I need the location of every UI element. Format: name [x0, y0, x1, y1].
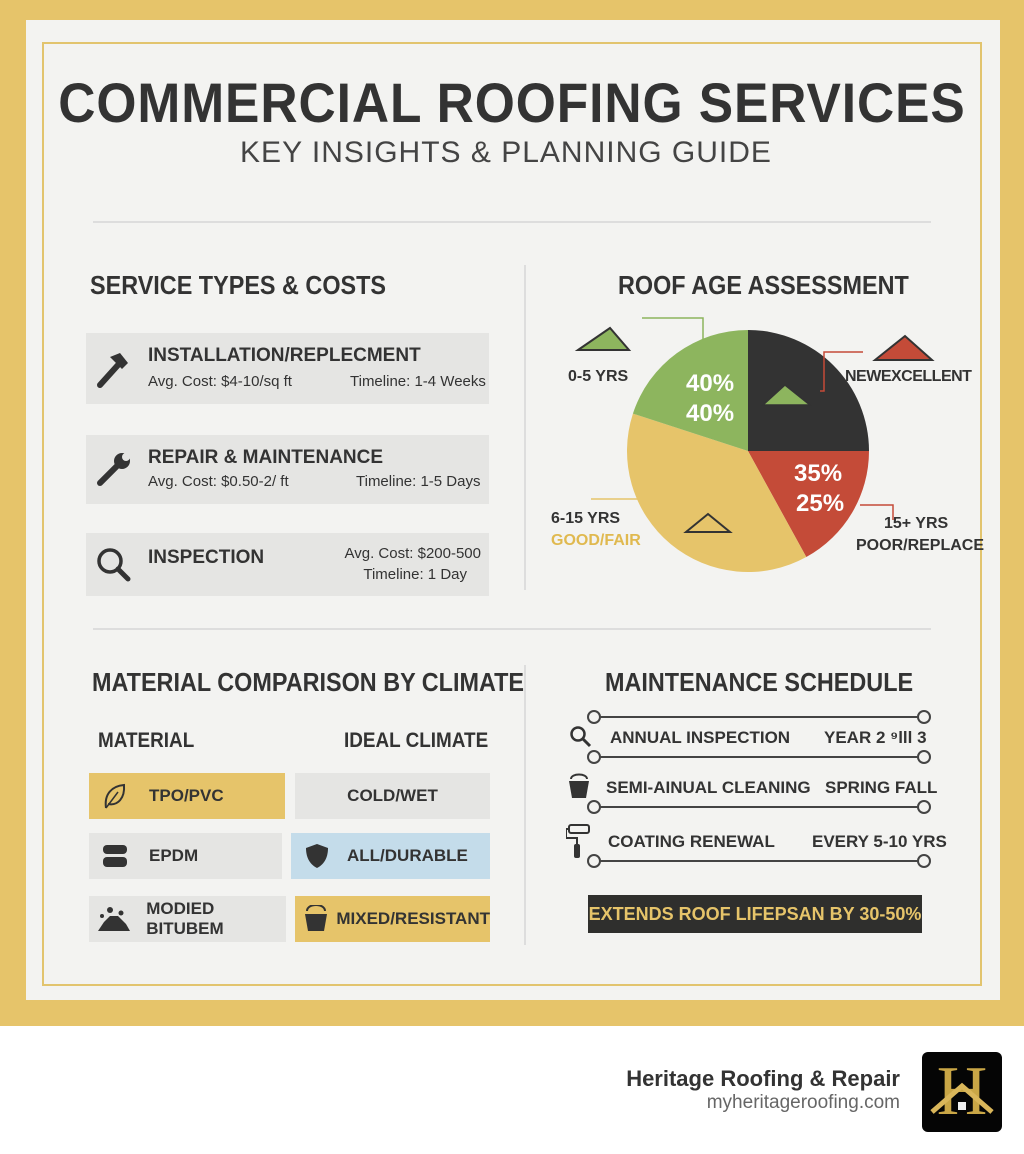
label-new-status: NEWEXCELLENT	[845, 368, 972, 385]
label-new-range: 0-5 YRS	[568, 368, 629, 385]
pie-slice-1	[748, 451, 869, 558]
bucket-icon	[301, 905, 330, 933]
paint-roller-icon	[566, 824, 590, 858]
label-old-range: 15+ YRS	[884, 515, 949, 532]
leader-line	[820, 351, 863, 392]
lifespan-banner: EXTENDS ROOF LIFEPSAN BY 30-50%	[588, 895, 922, 933]
gold-frame	[42, 42, 982, 986]
service-card-installation: INSTALLATION/REPLECMENT Avg. Cost: $4-10…	[86, 333, 489, 404]
bucket-icon	[569, 773, 589, 798]
schedule-task: ANNUAL INSPECTION	[610, 728, 791, 747]
roof-icon	[761, 384, 813, 406]
pie-slice-0	[748, 330, 869, 451]
service-card-inspection: INSPECTION Avg. Cost: $200-500 Timeline:…	[86, 533, 489, 596]
services-heading: SERVICE TYPES & COSTS	[90, 270, 387, 300]
material-modified-bitumen: MODIED BITUBEM	[89, 896, 286, 942]
leader-line	[642, 317, 704, 350]
search-icon	[570, 726, 592, 748]
hammer-icon	[97, 353, 128, 388]
company-website[interactable]: myheritageroofing.com	[706, 1092, 900, 1113]
page-subtitle: KEY INSIGHTS & PLANNING GUIDE	[240, 136, 772, 169]
slice-label: 40%	[686, 370, 735, 397]
climate-name: ALL/DURABLE	[347, 846, 468, 865]
service-cost: Avg. Cost: $4-10/sq ft	[148, 373, 292, 390]
membrane-roll-icon	[95, 843, 135, 869]
wrench-icon	[97, 453, 130, 486]
leader-line	[860, 504, 894, 520]
schedule-frequency: SPRING FALL	[825, 778, 938, 797]
material-name: TPO/PVC	[149, 786, 224, 805]
material-epdm: EPDM	[89, 833, 282, 879]
service-name: REPAIR & MAINTENANCE	[148, 447, 384, 468]
maintenance-heading: MAINTENANCE SCHEDULE	[605, 667, 914, 697]
climate-cold-wet: COLD/WET	[295, 773, 490, 819]
leaf-icon	[95, 782, 135, 810]
bitumen-icon	[95, 906, 132, 932]
schedule-task: COATING RENEWAL	[608, 832, 775, 851]
service-timeline: Timeline: 1 Day	[363, 566, 467, 583]
climate-mixed-resistant: MIXED/RESISTANT	[295, 896, 490, 942]
slice-label: 35%	[794, 460, 843, 487]
climate-name: MIXED/RESISTANT	[336, 909, 490, 928]
material-tpo-pvc: TPO/PVC	[89, 773, 285, 819]
column-header-climate: IDEAL CLIMATE	[344, 729, 489, 752]
service-name: INSTALLATION/REPLECMENT	[148, 345, 421, 366]
divider	[524, 265, 526, 590]
roof-icon	[683, 512, 733, 533]
service-timeline: Timeline: 1-5 Days	[356, 473, 481, 490]
divider	[93, 628, 931, 630]
service-timeline: Timeline: 1-4 Weeks	[350, 373, 486, 390]
label-old-status: POOR/REPLACE	[856, 537, 985, 554]
column-header-material: MATERIAL	[98, 729, 195, 752]
climate-all-durable: ALL/DURABLE	[291, 833, 490, 879]
material-name: MODIED BITUBEM	[146, 899, 224, 938]
roof-icon	[574, 326, 632, 351]
service-cost: Avg. Cost: $0.50-2/ ft	[148, 473, 289, 490]
search-icon	[97, 548, 131, 582]
service-cost: Avg. Cost: $200-500	[344, 545, 481, 562]
label-mid-range: 6-15 YRS	[551, 510, 621, 527]
shield-icon	[297, 842, 337, 870]
divider	[524, 665, 526, 945]
company-name: Heritage Roofing & Repair	[626, 1066, 900, 1091]
roof-icon	[872, 334, 935, 361]
service-name: INSPECTION	[148, 547, 265, 568]
slice-label: 25%	[796, 490, 845, 517]
materials-heading: MATERIAL COMPARISON BY CLIMATE	[92, 667, 525, 697]
pie-slice-3	[632, 330, 748, 451]
slice-label: 40%	[686, 400, 735, 427]
climate-name: COLD/WET	[347, 786, 438, 805]
page-title: COMMERCIAL ROOFING SERVICES	[58, 71, 966, 134]
roof-age-heading: ROOF AGE ASSESSMENT	[618, 270, 909, 300]
schedule-frequency: EVERY 5-10 YRS	[812, 832, 947, 851]
company-logo: H	[922, 1052, 1002, 1132]
roof-age-pie-chart	[574, 317, 935, 572]
label-mid-status: GOOD/FAIR	[551, 532, 641, 549]
schedule-task: SEMI-AINUAL CLEANING	[606, 778, 811, 797]
schedule-frequency: YEAR 2 ⁹lll 3	[824, 728, 927, 747]
service-card-repair: REPAIR & MAINTENANCE Avg. Cost: $0.50-2/…	[86, 435, 489, 504]
divider	[93, 221, 931, 223]
material-name: EPDM	[149, 846, 199, 865]
pie-slice-2	[627, 413, 807, 572]
